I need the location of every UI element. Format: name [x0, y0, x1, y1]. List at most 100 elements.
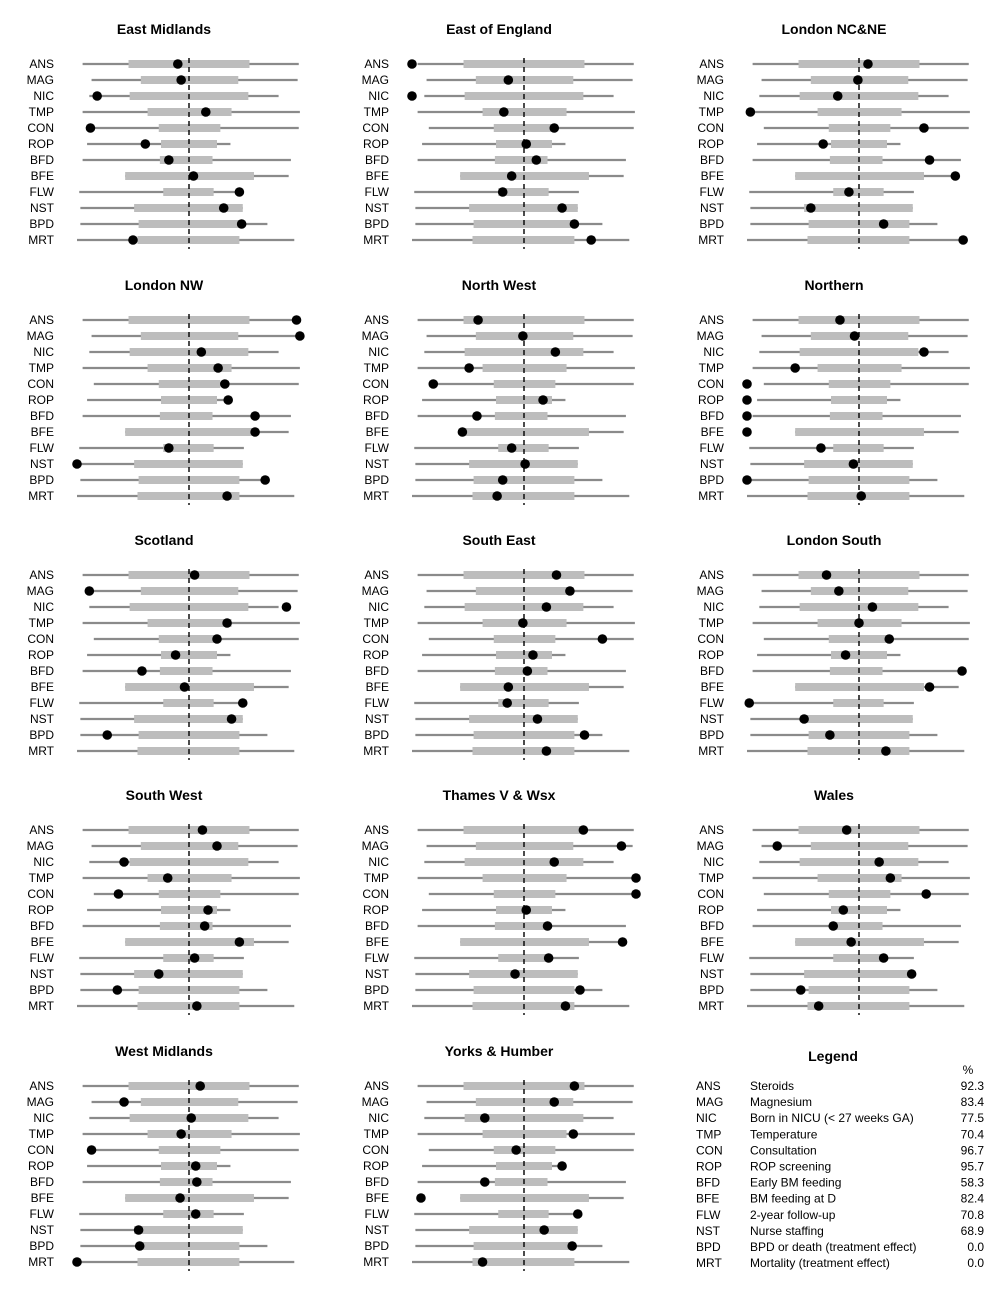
dot-mag — [616, 841, 627, 851]
row-label-tmp: TMP — [699, 105, 724, 119]
dot-bfe — [742, 427, 752, 437]
dot-bfd — [480, 1177, 490, 1187]
row-label-mag: MAG — [362, 839, 389, 853]
dot-tmp — [631, 873, 641, 883]
row-label-nst: NST — [30, 201, 55, 215]
row-label-rop: ROP — [698, 903, 724, 917]
row-label-con: CON — [27, 121, 54, 135]
panel-title: East of England — [446, 21, 552, 37]
row-label-nst: NST — [30, 712, 55, 726]
panel-scotland: Scotland ANS MAG NIC TMP CON ROP BFD BFE FLW NST BP… — [27, 532, 300, 760]
range-box-ans — [798, 571, 920, 579]
dot-tmp — [464, 363, 474, 373]
legend-name: Born in NICU (< 27 weeks GA) — [750, 1111, 914, 1125]
range-box-ans — [798, 316, 920, 324]
dot-bpd — [569, 219, 580, 229]
row-label-flw: FLW — [30, 1207, 55, 1221]
range-box-bfd — [829, 156, 883, 164]
row-label-bpd: BPD — [699, 473, 724, 487]
row-label-nst: NST — [700, 967, 725, 981]
range-box-bfd — [159, 156, 213, 164]
panel-title: West Midlands — [115, 1043, 213, 1059]
legend-row-bpd: BPD BPD or death (treatment effect) 0.0 — [696, 1240, 984, 1254]
row-label-ans: ANS — [699, 823, 724, 837]
row-label-ans: ANS — [699, 57, 724, 71]
dot-bfe — [506, 171, 517, 181]
range-box-bfd — [159, 922, 213, 930]
range-box-con — [828, 124, 891, 132]
row-label-tmp: TMP — [364, 871, 389, 885]
dot-rop — [840, 650, 851, 660]
legend-code: BPD — [696, 1240, 721, 1254]
row-label-bpd: BPD — [699, 728, 724, 742]
dot-ans — [841, 825, 852, 835]
row-label-nst: NST — [365, 967, 390, 981]
row-label-mrt: MRT — [28, 1255, 54, 1269]
legend-code: MRT — [696, 1256, 722, 1270]
range-box-nst — [134, 1226, 243, 1234]
dot-mag — [565, 586, 575, 596]
row-label-ans: ANS — [364, 568, 389, 582]
row-label-bfd: BFD — [700, 153, 724, 167]
dot-mag — [119, 1097, 129, 1107]
dot-nst — [848, 459, 859, 469]
dot-tmp — [201, 107, 211, 117]
row-label-con: CON — [362, 1143, 389, 1157]
dot-bfd — [828, 921, 839, 931]
row-label-bfd: BFD — [700, 919, 724, 933]
row-label-ans: ANS — [699, 313, 724, 327]
dot-mrt — [856, 491, 867, 501]
dot-tmp — [499, 107, 509, 117]
dot-nst — [799, 714, 809, 724]
row-label-con: CON — [362, 377, 389, 391]
dot-flw — [164, 443, 174, 453]
row-label-mrt: MRT — [28, 999, 54, 1013]
dot-con — [86, 1145, 97, 1155]
dot-ans — [291, 315, 302, 325]
dot-con — [597, 634, 608, 644]
row-label-bfe: BFE — [31, 425, 54, 439]
dot-nst — [133, 1225, 144, 1235]
row-label-con: CON — [27, 887, 54, 901]
dot-mrt — [72, 1257, 82, 1267]
dot-rop — [140, 139, 151, 149]
legend-code: CON — [696, 1143, 723, 1157]
range-box-ans — [128, 1082, 250, 1090]
range-box-nst — [469, 204, 578, 212]
dot-nic — [92, 91, 102, 101]
dot-nst — [532, 714, 543, 724]
dot-flw — [237, 698, 248, 708]
row-label-bfe: BFE — [366, 935, 389, 949]
dot-ans — [473, 315, 483, 325]
dot-con — [919, 123, 929, 133]
dot-tmp — [176, 1129, 186, 1139]
panel-west-midlands: West Midlands ANS MAG NIC TMP CON ROP BFD BFE FLW… — [27, 1043, 300, 1271]
range-box-ans — [798, 60, 920, 68]
dot-nic — [407, 91, 417, 101]
row-label-mrt: MRT — [698, 744, 724, 758]
row-label-rop: ROP — [28, 137, 54, 151]
panel-title: London NC&NE — [782, 21, 887, 37]
dot-bpd — [742, 475, 752, 485]
row-label-nst: NST — [700, 457, 725, 471]
row-label-con: CON — [362, 121, 389, 135]
panel-title: North West — [462, 277, 537, 293]
dot-nic — [196, 347, 207, 357]
row-label-bpd: BPD — [29, 983, 54, 997]
legend-pct: 58.3 — [961, 1176, 985, 1190]
range-box-flw — [498, 444, 549, 452]
dot-nst — [218, 203, 229, 213]
range-box-bfd — [494, 1178, 548, 1186]
panel-south-east: South East ANS MAG NIC TMP CON ROP BFD BFE FLW NST… — [362, 532, 635, 760]
row-label-nic: NIC — [703, 600, 724, 614]
dot-mrt — [881, 746, 891, 756]
legend-code: TMP — [696, 1127, 721, 1141]
row-label-bpd: BPD — [364, 473, 389, 487]
row-label-ans: ANS — [699, 568, 724, 582]
row-label-flw: FLW — [365, 951, 390, 965]
row-label-nst: NST — [700, 712, 725, 726]
row-label-ans: ANS — [29, 313, 54, 327]
row-label-bfd: BFD — [365, 153, 389, 167]
dot-nst — [520, 459, 530, 469]
dot-bpd — [236, 219, 247, 229]
